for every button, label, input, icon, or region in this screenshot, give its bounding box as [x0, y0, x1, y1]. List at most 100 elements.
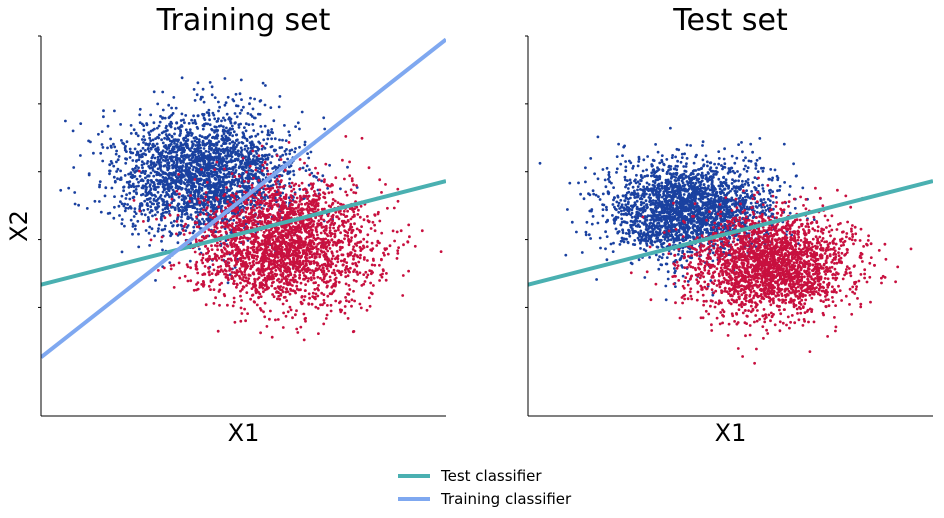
- scatter-point: [292, 187, 296, 191]
- scatter-point: [324, 257, 327, 261]
- scatter-point: [196, 157, 199, 161]
- scatter-point: [141, 192, 145, 196]
- scatter-point: [239, 306, 243, 310]
- scatter-point: [221, 270, 225, 273]
- scatter-point: [249, 168, 253, 172]
- scatter-point: [260, 196, 263, 200]
- scatter-point: [215, 192, 219, 195]
- scatter-point: [172, 263, 176, 267]
- scatter-point: [192, 225, 196, 229]
- scatter-point: [290, 206, 294, 210]
- scatter-point: [198, 156, 202, 160]
- scatter-point: [360, 225, 363, 229]
- scatter-point: [305, 208, 308, 211]
- scatter-point: [233, 226, 237, 230]
- scatter-point: [156, 210, 160, 214]
- scatter-point: [201, 280, 205, 283]
- scatter-point: [213, 206, 216, 210]
- scatter-point: [201, 256, 205, 260]
- scatter-point: [59, 188, 63, 192]
- scatter-point: [258, 213, 261, 217]
- scatter-point: [235, 190, 239, 194]
- scatter-point: [198, 134, 202, 138]
- scatter-point: [202, 152, 206, 155]
- scatter-point: [283, 295, 287, 299]
- scatter-point: [143, 138, 147, 142]
- scatter-point: [244, 129, 248, 133]
- scatter-point: [317, 219, 321, 223]
- scatter-point: [230, 140, 234, 144]
- scatter-point: [232, 296, 236, 300]
- scatter-point: [113, 145, 117, 149]
- scatter-point: [152, 121, 156, 125]
- scatter-point: [164, 145, 168, 149]
- scatter-point: [308, 252, 312, 256]
- scatter-point: [142, 208, 146, 212]
- scatter-point: [145, 186, 149, 189]
- scatter-point: [191, 121, 195, 125]
- scatter-point: [210, 127, 214, 131]
- scatter-point: [232, 130, 236, 134]
- scatter-point: [188, 174, 191, 178]
- scatter-point: [217, 140, 221, 144]
- scatter-point: [259, 167, 262, 171]
- scatter-point: [193, 139, 197, 143]
- scatter-point: [355, 184, 358, 187]
- scatter-point: [309, 276, 313, 279]
- scatter-point: [230, 172, 234, 176]
- scatter-point: [144, 194, 148, 198]
- scatter-point: [273, 199, 277, 202]
- scatter-point: [135, 159, 138, 163]
- scatter-point: [297, 224, 301, 228]
- scatter-point: [151, 153, 155, 157]
- scatter-point: [153, 213, 157, 217]
- scatter-point: [174, 138, 178, 142]
- scatter-point: [284, 290, 288, 294]
- scatter-point: [185, 146, 189, 150]
- scatter-point: [296, 209, 300, 213]
- scatter-point: [161, 117, 164, 120]
- scatter-point: [278, 191, 282, 195]
- scatter-point: [213, 96, 217, 99]
- scatter-point: [220, 258, 224, 262]
- scatter-point: [263, 315, 267, 319]
- scatter-point: [243, 279, 246, 283]
- scatter-point: [262, 290, 265, 294]
- scatter-point: [202, 100, 206, 104]
- scatter-point: [352, 183, 355, 187]
- scatter-point: [144, 229, 148, 232]
- scatter-point: [304, 319, 307, 323]
- scatter-point: [208, 144, 212, 148]
- scatter-point: [79, 154, 82, 157]
- scatter-point: [285, 236, 288, 240]
- scatter-point: [321, 303, 324, 307]
- scatter-point: [270, 137, 273, 141]
- scatter-point: [359, 253, 362, 257]
- scatter-point: [201, 211, 205, 215]
- scatter-point: [124, 144, 127, 148]
- scatter-point: [215, 160, 219, 164]
- scatter-point: [259, 259, 262, 263]
- scatter-point: [220, 119, 223, 123]
- scatter-point: [152, 181, 156, 184]
- scatter-point: [153, 193, 157, 197]
- scatter-point: [157, 136, 161, 140]
- scatter-point: [125, 157, 128, 161]
- scatter-point: [180, 167, 183, 170]
- scatter-point: [132, 189, 136, 193]
- scatter-point: [180, 76, 184, 80]
- scatter-point: [112, 216, 116, 220]
- scatter-point: [251, 260, 255, 264]
- scatter-point: [202, 114, 205, 117]
- scatter-point: [217, 256, 221, 260]
- scatter-point: [193, 197, 197, 200]
- scatter-point: [329, 232, 333, 236]
- scatter-point: [185, 172, 189, 176]
- scatter-point: [322, 298, 326, 302]
- scatter-point: [238, 153, 242, 157]
- scatter-point: [347, 284, 351, 287]
- scatter-point: [282, 261, 286, 265]
- scatter-point: [156, 185, 159, 189]
- scatter-point: [161, 141, 165, 145]
